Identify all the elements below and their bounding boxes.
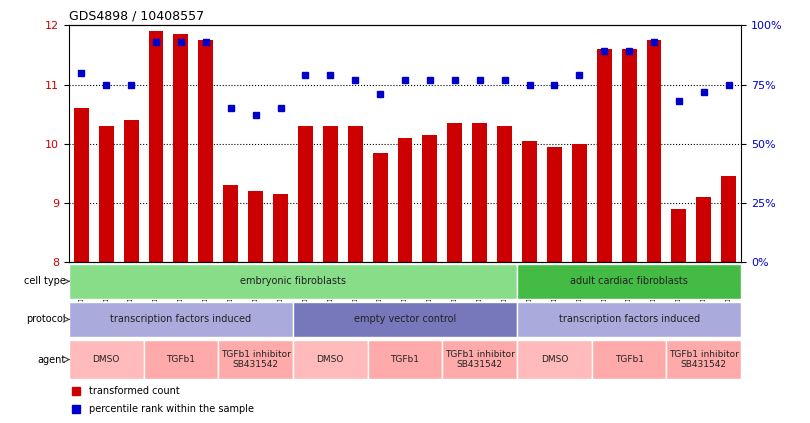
Bar [522,141,537,262]
Text: protocol: protocol [26,314,66,324]
Bar [148,31,164,262]
Bar [298,126,313,262]
Bar [697,197,711,262]
Bar [173,34,189,262]
Bar [69,340,143,379]
Text: embryonic fibroblasts: embryonic fibroblasts [240,276,346,286]
Bar [248,191,263,262]
Bar [667,340,741,379]
Bar [273,194,288,262]
Bar [597,49,612,262]
Bar [572,144,586,262]
Bar [198,40,213,262]
Text: percentile rank within the sample: percentile rank within the sample [89,404,254,414]
Bar [347,126,363,262]
Bar [517,264,741,299]
Bar [368,340,442,379]
Text: DMSO: DMSO [541,355,568,364]
Text: GDS4898 / 10408557: GDS4898 / 10408557 [69,10,204,23]
Bar [69,264,517,299]
Bar [472,123,487,262]
Bar [218,340,293,379]
Text: TGFb1 inhibitor
SB431542: TGFb1 inhibitor SB431542 [669,350,739,369]
Text: DMSO: DMSO [317,355,344,364]
Bar [293,340,368,379]
Bar [74,108,89,262]
Bar [671,209,686,262]
Text: empty vector control: empty vector control [354,314,456,324]
Bar [323,126,338,262]
Text: TGFb1 inhibitor
SB431542: TGFb1 inhibitor SB431542 [220,350,291,369]
Bar [373,153,387,262]
Bar [621,49,637,262]
Bar [447,123,463,262]
Text: transformed count: transformed count [89,386,180,396]
Bar [423,135,437,262]
Bar [398,138,412,262]
Bar [547,147,562,262]
Bar [646,40,662,262]
Bar [592,340,667,379]
Bar [143,340,218,379]
Text: TGFb1: TGFb1 [166,355,195,364]
Text: TGFb1: TGFb1 [615,355,644,364]
Text: transcription factors induced: transcription factors induced [110,314,251,324]
Text: transcription factors induced: transcription factors induced [559,314,700,324]
Bar [99,126,113,262]
Bar [497,126,512,262]
Bar [442,340,517,379]
Bar [517,340,592,379]
Text: cell type: cell type [23,276,66,286]
Bar [224,185,238,262]
Text: agent: agent [37,354,66,365]
Bar [721,176,736,262]
Bar [124,120,139,262]
Bar [517,302,741,337]
Bar [69,302,293,337]
Bar [293,302,517,337]
Text: DMSO: DMSO [92,355,120,364]
Text: TGFb1: TGFb1 [390,355,420,364]
Text: TGFb1 inhibitor
SB431542: TGFb1 inhibitor SB431542 [445,350,514,369]
Text: adult cardiac fibroblasts: adult cardiac fibroblasts [570,276,688,286]
